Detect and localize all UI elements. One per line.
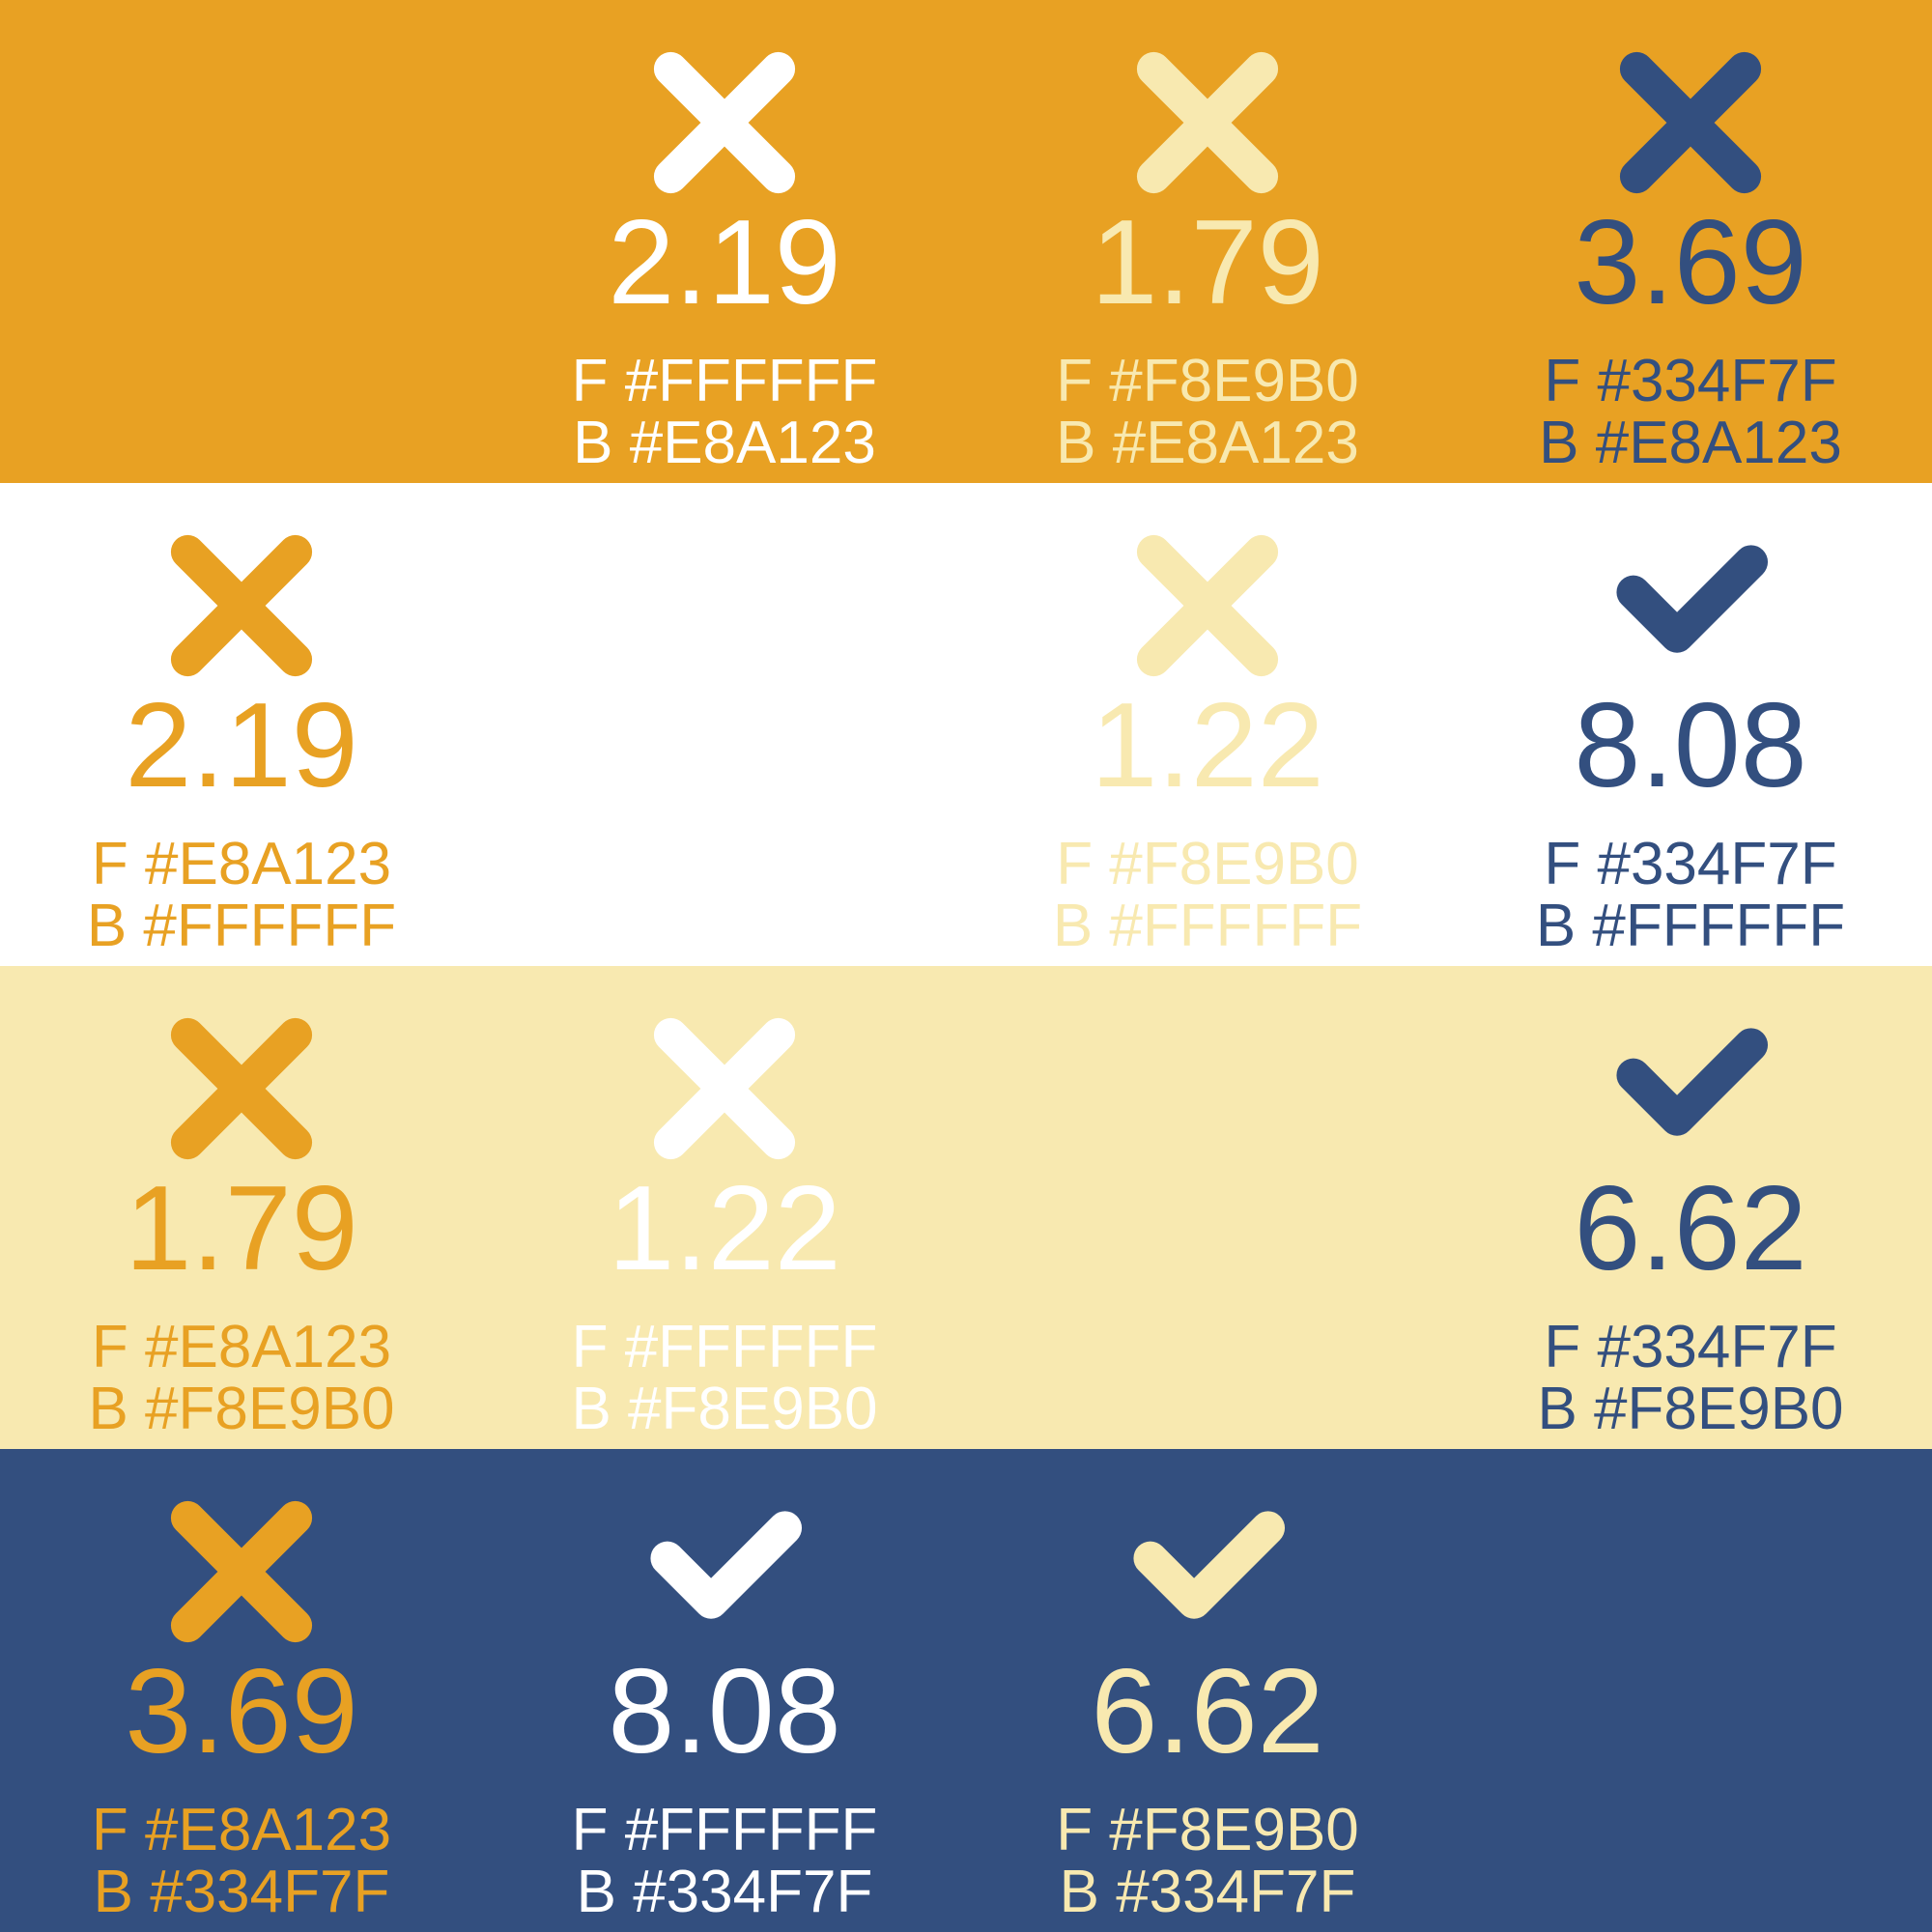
contrast-ratio: 1.22 <box>1091 679 1324 812</box>
background-code: B #334F7F <box>576 1859 873 1925</box>
cell-1-0: 2.19 F #E8A123 B #FFFFFF <box>0 483 483 966</box>
contrast-ratio: 6.62 <box>1091 1645 1324 1778</box>
contrast-ratio: 3.69 <box>1574 196 1807 329</box>
cross-icon <box>157 1005 326 1173</box>
contrast-ratio: 8.08 <box>608 1645 841 1778</box>
contrast-ratio: 1.79 <box>1091 196 1324 329</box>
foreground-code: F #334F7F <box>1544 831 1837 897</box>
cross-icon <box>1606 39 1775 207</box>
background-code: B #E8A123 <box>573 410 876 476</box>
foreground-code: F #FFFFFF <box>571 348 878 414</box>
foreground-code: F #F8E9B0 <box>1056 348 1359 414</box>
cell-1-3: 8.08 F #334F7F B #FFFFFF <box>1449 483 1932 966</box>
cell-0-3: 3.69 F #334F7F B #E8A123 <box>1449 0 1932 483</box>
contrast-ratio: 2.19 <box>608 196 841 329</box>
foreground-code: F #334F7F <box>1544 348 1837 414</box>
cell-1-2: 1.22 F #F8E9B0 B #FFFFFF <box>966 483 1449 966</box>
check-icon <box>640 1488 809 1656</box>
foreground-code: F #F8E9B0 <box>1056 1797 1359 1863</box>
foreground-code: F #E8A123 <box>91 831 392 897</box>
contrast-ratio: 6.62 <box>1574 1162 1807 1295</box>
background-code: B #F8E9B0 <box>571 1376 878 1442</box>
contrast-ratio: 1.79 <box>125 1162 358 1295</box>
contrast-ratio: 3.69 <box>125 1645 358 1778</box>
background-code: B #E8A123 <box>1539 410 1842 476</box>
background-code: B #F8E9B0 <box>88 1376 395 1442</box>
cross-icon <box>640 39 809 207</box>
background-code: B #E8A123 <box>1056 410 1359 476</box>
check-icon <box>1606 1005 1775 1173</box>
row-334f7f: 3.69 F #E8A123 B #334F7F 8.08 F #FFFFFF … <box>0 1449 1932 1932</box>
foreground-code: F #FFFFFF <box>571 1797 878 1863</box>
contrast-ratio: 1.22 <box>608 1162 841 1295</box>
cross-icon <box>157 522 326 690</box>
foreground-code: F #E8A123 <box>91 1314 392 1380</box>
row-f8e9b0: 1.79 F #E8A123 B #F8E9B0 1.22 F #FFFFFF … <box>0 966 1932 1449</box>
cell-2-0: 1.79 F #E8A123 B #F8E9B0 <box>0 966 483 1449</box>
background-code: B #F8E9B0 <box>1537 1376 1844 1442</box>
row-ffffff: 2.19 F #E8A123 B #FFFFFF 1.22 F #F8E9B0 … <box>0 483 1932 966</box>
cross-icon <box>157 1488 326 1656</box>
check-icon <box>1123 1488 1292 1656</box>
cross-icon <box>640 1005 809 1173</box>
foreground-code: F #E8A123 <box>91 1797 392 1863</box>
foreground-code: F #FFFFFF <box>571 1314 878 1380</box>
contrast-ratio: 2.19 <box>125 679 358 812</box>
cell-3-0: 3.69 F #E8A123 B #334F7F <box>0 1449 483 1932</box>
background-code: B #FFFFFF <box>1535 893 1846 959</box>
background-code: B #FFFFFF <box>86 893 397 959</box>
cell-0-2: 1.79 F #F8E9B0 B #E8A123 <box>966 0 1449 483</box>
cell-0-1: 2.19 F #FFFFFF B #E8A123 <box>483 0 966 483</box>
background-code: B #334F7F <box>1059 1859 1356 1925</box>
foreground-code: F #334F7F <box>1544 1314 1837 1380</box>
row-e8a123: 2.19 F #FFFFFF B #E8A123 1.79 F #F8E9B0 … <box>0 0 1932 483</box>
foreground-code: F #F8E9B0 <box>1056 831 1359 897</box>
cell-2-1: 1.22 F #FFFFFF B #F8E9B0 <box>483 966 966 1449</box>
background-code: B #FFFFFF <box>1052 893 1363 959</box>
cell-3-2: 6.62 F #F8E9B0 B #334F7F <box>966 1449 1449 1932</box>
cross-icon <box>1123 522 1292 690</box>
cell-2-3: 6.62 F #334F7F B #F8E9B0 <box>1449 966 1932 1449</box>
background-code: B #334F7F <box>93 1859 390 1925</box>
cross-icon <box>1123 39 1292 207</box>
check-icon <box>1606 522 1775 690</box>
contrast-ratio: 8.08 <box>1574 679 1807 812</box>
cell-3-1: 8.08 F #FFFFFF B #334F7F <box>483 1449 966 1932</box>
